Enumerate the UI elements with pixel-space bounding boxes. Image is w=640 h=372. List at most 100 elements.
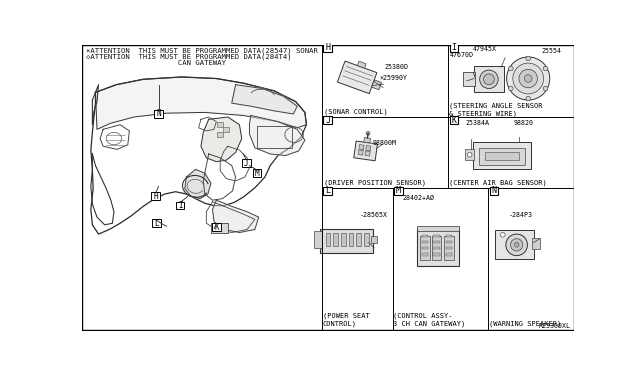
Bar <box>211 223 228 232</box>
Bar <box>394 187 403 195</box>
Bar <box>417 226 459 231</box>
Text: 28402+AØ: 28402+AØ <box>403 195 435 201</box>
Text: I: I <box>178 201 182 210</box>
Text: (CENTER AIR BAG SENSOR): (CENTER AIR BAG SENSOR) <box>449 180 547 186</box>
Bar <box>333 232 338 246</box>
Circle shape <box>513 63 543 94</box>
Circle shape <box>515 243 519 247</box>
Bar <box>212 223 221 231</box>
Text: M: M <box>396 186 401 195</box>
Circle shape <box>484 74 494 85</box>
Polygon shape <box>354 141 378 161</box>
Polygon shape <box>372 80 381 90</box>
Bar <box>490 187 498 195</box>
Bar <box>223 127 230 132</box>
Bar <box>444 235 454 260</box>
Polygon shape <box>185 169 211 199</box>
Text: K: K <box>214 222 219 232</box>
Circle shape <box>543 66 548 71</box>
Text: (STEERING ANGLE SENSOR
& STEERING WIRE): (STEERING ANGLE SENSOR & STEERING WIRE) <box>449 103 542 117</box>
Text: CAN GATEWAY: CAN GATEWAY <box>86 60 226 66</box>
Polygon shape <box>364 138 371 143</box>
Polygon shape <box>232 85 297 114</box>
Text: 47945X: 47945X <box>473 46 497 52</box>
Text: 25380D: 25380D <box>384 64 408 70</box>
Polygon shape <box>365 151 370 156</box>
Bar <box>463 73 475 86</box>
Bar <box>446 253 452 256</box>
Text: L: L <box>325 186 330 195</box>
Bar <box>356 232 361 246</box>
Bar <box>433 253 440 256</box>
Polygon shape <box>250 115 305 155</box>
Polygon shape <box>359 145 364 150</box>
Bar <box>371 235 378 243</box>
Bar <box>323 44 332 52</box>
Bar <box>422 241 428 243</box>
Bar <box>465 150 474 160</box>
Bar <box>253 169 261 177</box>
Circle shape <box>507 57 550 100</box>
Text: M: M <box>255 169 259 178</box>
Bar <box>323 116 332 124</box>
Bar <box>474 66 504 92</box>
Bar <box>422 235 428 237</box>
Circle shape <box>519 69 538 88</box>
Bar <box>417 229 459 266</box>
Bar <box>495 230 534 260</box>
Polygon shape <box>365 145 371 151</box>
Bar <box>152 219 161 227</box>
Circle shape <box>511 239 523 251</box>
Bar <box>341 232 346 246</box>
Circle shape <box>509 86 513 91</box>
Polygon shape <box>357 61 366 68</box>
Text: (WARNING SPEAKER): (WARNING SPEAKER) <box>489 321 561 327</box>
Bar <box>532 238 540 249</box>
Text: L: L <box>154 219 159 228</box>
Text: 47670D: 47670D <box>450 52 474 58</box>
Circle shape <box>500 232 505 237</box>
Polygon shape <box>201 117 242 162</box>
Bar <box>479 148 525 165</box>
Circle shape <box>467 153 472 157</box>
Circle shape <box>480 70 498 89</box>
Text: K: K <box>451 116 456 125</box>
Polygon shape <box>95 77 307 129</box>
Text: ◇ATTENTION  THIS MUST BE PROGRAMMED DATA(284T4): ◇ATTENTION THIS MUST BE PROGRAMMED DATA(… <box>86 54 292 60</box>
Polygon shape <box>212 200 259 232</box>
Bar <box>364 232 369 246</box>
Text: J: J <box>325 116 330 125</box>
Text: 98800M: 98800M <box>372 140 397 146</box>
Bar <box>450 116 458 124</box>
Bar <box>154 110 163 118</box>
Text: -284P3: -284P3 <box>509 212 533 218</box>
Circle shape <box>526 56 531 61</box>
Bar <box>349 232 353 246</box>
Circle shape <box>506 234 527 256</box>
Text: ×ATTENTION  THIS MUST BE PROGRAMMED DATA(28547) SONAR: ×ATTENTION THIS MUST BE PROGRAMMED DATA(… <box>86 48 318 54</box>
Text: 98820: 98820 <box>513 120 534 126</box>
Text: ×25990Y: ×25990Y <box>380 75 408 81</box>
Text: I: I <box>451 43 456 52</box>
Circle shape <box>524 75 532 82</box>
Bar <box>446 235 452 237</box>
Text: 25384A: 25384A <box>465 120 489 126</box>
Circle shape <box>366 131 370 135</box>
Bar <box>323 187 332 195</box>
Bar <box>446 247 452 250</box>
Bar <box>473 142 531 169</box>
Text: (CONTROL ASSY-
3 CH CAN GATEWAY): (CONTROL ASSY- 3 CH CAN GATEWAY) <box>394 313 466 327</box>
Text: J: J <box>244 159 249 168</box>
Bar <box>176 202 184 209</box>
Circle shape <box>526 96 531 101</box>
Text: H: H <box>153 192 158 201</box>
Bar <box>433 241 440 243</box>
Bar <box>446 241 452 243</box>
Bar <box>242 159 251 167</box>
Text: N: N <box>492 186 497 195</box>
Text: R25300XL: R25300XL <box>538 323 570 329</box>
Text: (SONAR CONTROL): (SONAR CONTROL) <box>324 109 388 115</box>
Bar <box>320 230 372 253</box>
Circle shape <box>543 86 548 91</box>
Bar <box>422 253 428 256</box>
